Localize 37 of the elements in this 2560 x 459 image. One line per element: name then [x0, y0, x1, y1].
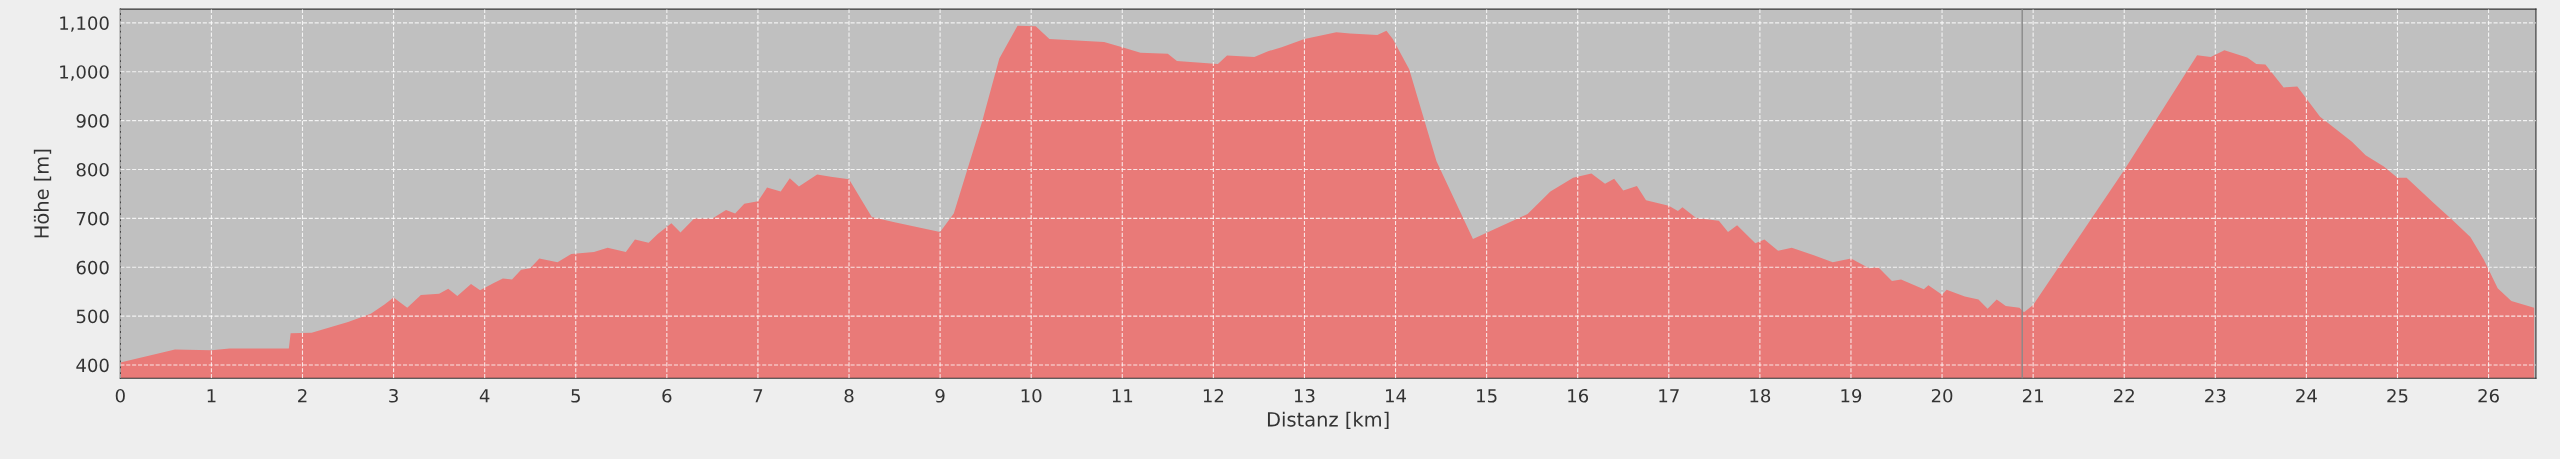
x-tick-label: 8	[844, 388, 854, 403]
x-tick-label: 20	[1931, 388, 1953, 403]
x-tick-label: 19	[1841, 388, 1862, 403]
x-tick-label: 5	[571, 389, 580, 403]
y-tick-label: 700	[76, 211, 109, 226]
x-tick-label: 16	[1568, 388, 1589, 403]
x-tick-label: 10	[1021, 388, 1042, 403]
x-tick-label: 23	[2205, 388, 2226, 403]
x-tick-label: 11	[1112, 389, 1133, 403]
x-tick-label: 14	[1386, 389, 1407, 403]
y-axis-title: Höhe [m]	[33, 149, 52, 238]
x-tick-label: 0	[115, 388, 125, 403]
x-tick-label: 26	[2478, 388, 2499, 403]
y-tick-label: 900	[76, 114, 109, 128]
y-tick-label: 1,000	[60, 65, 109, 81]
x-tick-label: 17	[1659, 389, 1679, 403]
y-tick-label: 400	[76, 358, 109, 373]
x-tick-label: 21	[2022, 388, 2043, 403]
x-tick-label: 12	[1203, 388, 1224, 403]
y-tick-label: 600	[76, 260, 109, 275]
x-tick-label: 13	[1294, 388, 1315, 403]
x-tick-label: 1	[207, 389, 216, 403]
x-tick-label: 24	[2296, 388, 2317, 403]
x-tick-label: 2	[298, 388, 307, 403]
x-tick-label: 18	[1750, 388, 1771, 403]
y-tick-label: 800	[76, 162, 109, 177]
x-tick-label: 25	[2387, 388, 2408, 403]
x-tick-label: 7	[753, 389, 763, 403]
x-tick-label: 3	[389, 388, 398, 403]
y-tick-label: 1,100	[60, 16, 109, 32]
x-tick-label: 9	[935, 388, 945, 403]
x-tick-label: 15	[1477, 389, 1497, 403]
x-tick-label: 6	[662, 388, 672, 403]
x-tick-label: 22	[2114, 388, 2134, 403]
x-axis-title: Distanz [km]	[1267, 411, 1389, 429]
y-tick-label: 500	[76, 309, 109, 324]
x-tick-label: 4	[479, 389, 490, 403]
